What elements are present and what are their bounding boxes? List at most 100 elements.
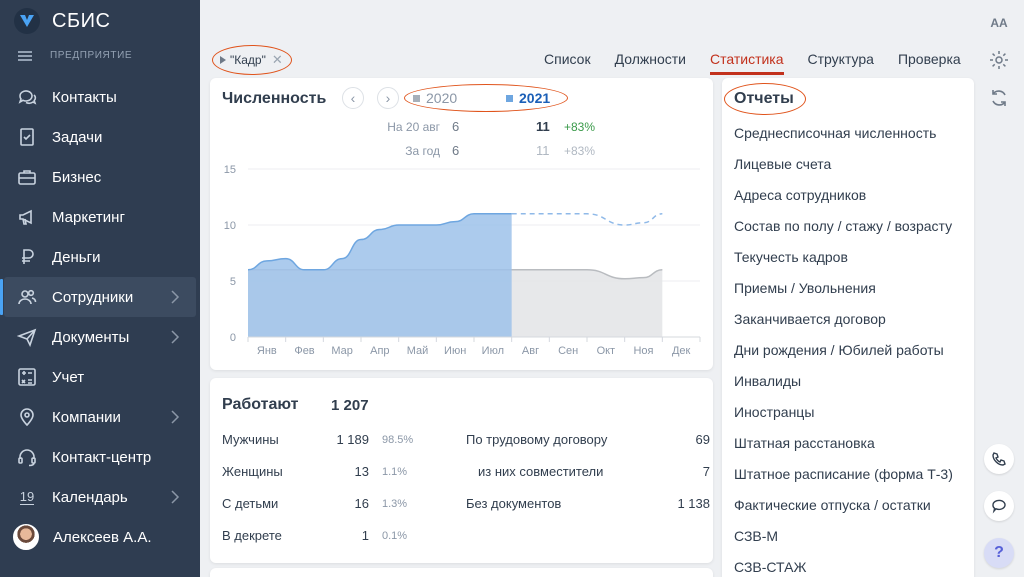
- prev-year-button[interactable]: ‹: [342, 87, 364, 109]
- stat-curr: 11: [536, 143, 550, 158]
- sidebar-item-companies[interactable]: Компании: [4, 397, 196, 437]
- paper-plane-icon: [16, 326, 38, 348]
- tab-statistics[interactable]: Статистика: [710, 51, 784, 75]
- chevron-right-icon[interactable]: [164, 407, 184, 427]
- sidebar-item-contacts[interactable]: Контакты: [4, 77, 196, 117]
- sbis-logo-icon: [14, 8, 40, 34]
- avatar: [13, 524, 39, 550]
- row-num: 16: [354, 496, 369, 511]
- row-num: 1 138: [677, 496, 710, 511]
- headset-icon: [16, 446, 38, 468]
- close-icon[interactable]: ✕: [271, 52, 283, 67]
- calculator-icon: [16, 366, 38, 388]
- sidebar-item-marketing[interactable]: Маркетинг: [4, 197, 196, 237]
- row-num: 1 189: [336, 432, 369, 447]
- org-switcher[interactable]: ПРЕДПРИЯТИЕ: [18, 50, 132, 61]
- refresh-icon[interactable]: [984, 83, 1014, 113]
- report-link[interactable]: Фактические отпуска / остатки: [734, 497, 931, 513]
- help-button[interactable]: ?: [984, 538, 1014, 568]
- headcount-title: Численность: [222, 90, 327, 107]
- sidebar-item-label: Учет: [52, 368, 85, 386]
- report-link[interactable]: Лицевые счета: [734, 156, 832, 172]
- row-label: С детьми: [222, 496, 279, 511]
- report-link[interactable]: Текучесть кадров: [734, 249, 848, 265]
- report-link[interactable]: Приемы / Увольнения: [734, 280, 876, 296]
- sidebar-item-label: Сотрудники: [52, 288, 134, 306]
- menu-icon[interactable]: [18, 50, 32, 61]
- row-pct: 98.5%: [382, 434, 414, 446]
- year-2021-toggle[interactable]: 2021: [506, 90, 550, 106]
- sidebar-item-contact-center[interactable]: Контакт-центр: [4, 437, 196, 477]
- stat-prev: 6: [452, 119, 460, 134]
- report-link[interactable]: Штатное расписание (форма Т-3): [734, 466, 953, 482]
- legend-dot: [413, 94, 420, 102]
- font-size-label: AA: [990, 16, 1008, 30]
- sidebar-item-employees[interactable]: Сотрудники: [0, 277, 196, 317]
- row-pct: 1.1%: [382, 466, 408, 478]
- sidebar: СБИС ПРЕДПРИЯТИЕ Контакты Задачи Бизнес …: [0, 0, 200, 577]
- chevron-right-icon[interactable]: [164, 287, 184, 307]
- gear-icon[interactable]: [984, 45, 1014, 75]
- report-link[interactable]: Дни рождения / Юбилей работы: [734, 342, 944, 358]
- chevron-right-icon[interactable]: [164, 487, 184, 507]
- font-size-button[interactable]: AA: [984, 8, 1014, 38]
- sidebar-item-label: Календарь: [52, 488, 128, 506]
- x-tick-label: Дек: [672, 345, 691, 357]
- report-link[interactable]: Заканчивается договор: [734, 311, 886, 327]
- row-num: 7: [702, 464, 710, 479]
- next-year-button[interactable]: ›: [377, 87, 399, 109]
- row-label: Женщины: [222, 464, 283, 479]
- filter-label: "Кадр": [230, 53, 266, 67]
- sidebar-item-accounting[interactable]: Учет: [4, 357, 196, 397]
- report-link[interactable]: Адреса сотрудников: [734, 187, 867, 203]
- app-logo[interactable]: СБИС: [14, 8, 110, 34]
- report-link[interactable]: Инвалиды: [734, 373, 802, 389]
- report-link[interactable]: СЗВ-М: [734, 528, 779, 544]
- report-link[interactable]: Иностранцы: [734, 404, 815, 420]
- series-line: [247, 213, 512, 271]
- sidebar-item-calendar[interactable]: 19 Календарь: [4, 477, 196, 517]
- briefcase-icon: [16, 166, 38, 188]
- sidebar-item-label: Контакт-центр: [52, 448, 152, 466]
- sidebar-nav: Контакты Задачи Бизнес Маркетинг Деньги …: [0, 77, 196, 557]
- sidebar-user[interactable]: Алексеев А.А.: [4, 517, 196, 557]
- phone-icon[interactable]: [984, 444, 1014, 474]
- tab-structure[interactable]: Структура: [807, 51, 874, 67]
- year-2020-toggle[interactable]: 2020: [413, 90, 457, 106]
- stat-label: За год: [405, 144, 440, 158]
- sidebar-item-label: Компании: [52, 408, 121, 426]
- app-title: СБИС: [52, 9, 111, 32]
- sidebar-item-documents[interactable]: Документы: [4, 317, 196, 357]
- row-label: По трудовому договору: [466, 432, 608, 447]
- report-link[interactable]: Штатная расстановка: [734, 435, 875, 451]
- chevron-right-icon[interactable]: [164, 327, 184, 347]
- y-tick-label: 15: [224, 164, 236, 176]
- row-pct: 0.1%: [382, 530, 408, 542]
- people-icon: [16, 286, 38, 308]
- sidebar-item-business[interactable]: Бизнес: [4, 157, 196, 197]
- filter-chip[interactable]: "Кадр" ✕: [220, 52, 283, 68]
- sidebar-item-tasks[interactable]: Задачи: [4, 117, 196, 157]
- x-tick-label: Ноя: [633, 345, 653, 357]
- report-link[interactable]: Состав по полу / стажу / возрасту: [734, 218, 953, 234]
- y-tick-label: 10: [224, 220, 236, 232]
- calendar-icon: 19: [16, 486, 38, 508]
- org-label: ПРЕДПРИЯТИЕ: [50, 50, 133, 61]
- tab-positions[interactable]: Должности: [614, 51, 686, 67]
- report-link[interactable]: Среднесписочная численность: [734, 125, 937, 141]
- chat-icon[interactable]: [984, 491, 1014, 521]
- report-link[interactable]: СЗВ-СТАЖ: [734, 559, 807, 575]
- working-card: Работают 1 207 Мужчины 1 189 98.5% Женщи…: [210, 378, 713, 563]
- user-name: Алексеев А.А.: [53, 528, 152, 546]
- reports-panel: Отчеты Среднесписочная численность Лицев…: [722, 78, 974, 577]
- x-tick-label: Июл: [482, 345, 504, 357]
- x-tick-label: Авг: [522, 345, 539, 357]
- series-line-forecast: [511, 213, 663, 226]
- sidebar-item-money[interactable]: Деньги: [4, 237, 196, 277]
- task-list-icon: [16, 126, 38, 148]
- row-num: 1: [361, 528, 369, 543]
- headcount-card: Численность ‹ › 2020 2021 На 20 авг 6 11…: [210, 78, 713, 370]
- x-tick-label: Мар: [331, 345, 353, 357]
- tab-list[interactable]: Список: [544, 51, 591, 67]
- tab-check[interactable]: Проверка: [897, 51, 961, 67]
